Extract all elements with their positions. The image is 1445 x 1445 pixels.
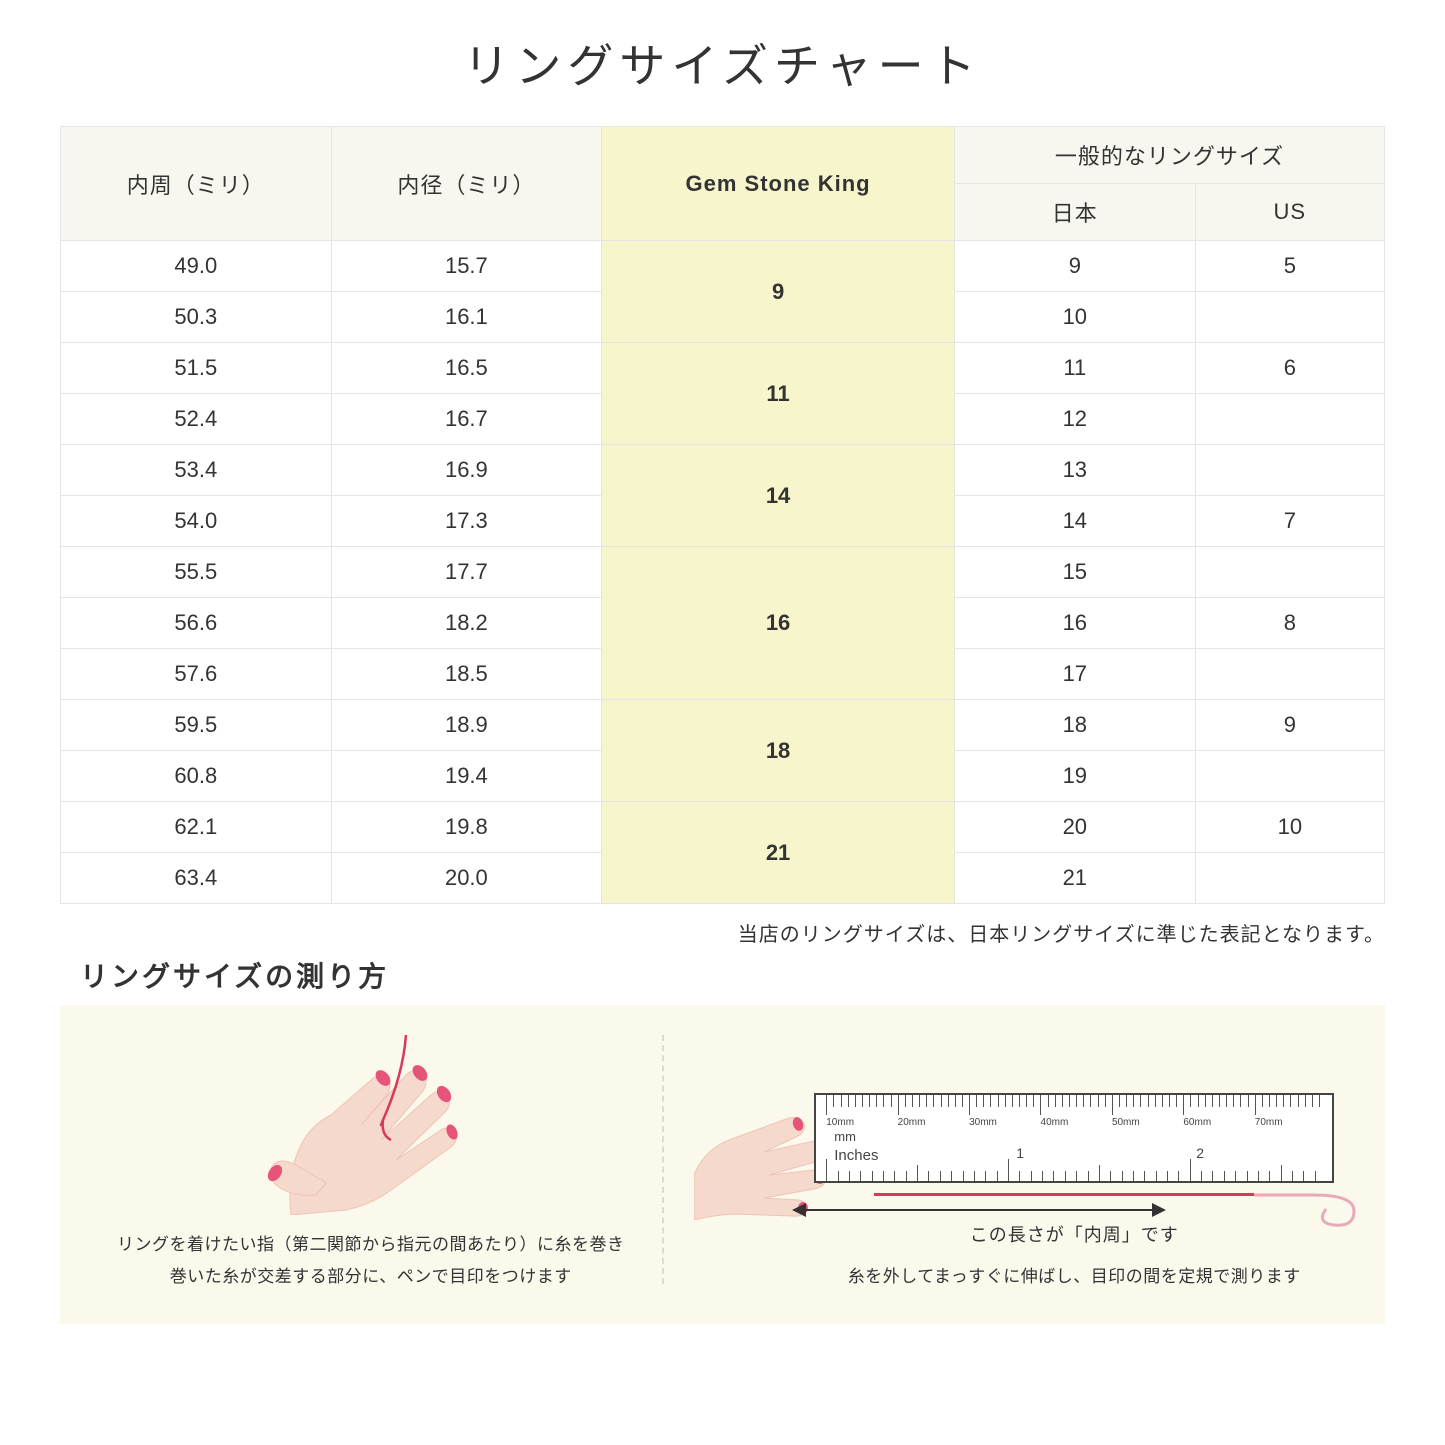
ruler-mm-tick: 20mm <box>898 1117 969 1128</box>
page-title: リングサイズチャート <box>60 30 1385 96</box>
cell-us: 6 <box>1195 343 1384 394</box>
ruler-mm-tick: 50mm <box>1112 1117 1183 1128</box>
cell-us <box>1195 445 1384 496</box>
table-row: 53.416.91413 <box>61 445 1385 496</box>
cell-us <box>1195 394 1384 445</box>
ruler-wrap: 10mm20mm30mm40mm50mm60mm70mm mm Inches 1… <box>814 1093 1334 1247</box>
cell-japan: 17 <box>954 649 1195 700</box>
table-row: 55.517.71615 <box>61 547 1385 598</box>
cell-japan: 19 <box>954 751 1195 802</box>
howto-right-text: 糸を外してまっすぐに伸ばし、目印の間を定規で測ります <box>848 1261 1301 1293</box>
cell-japan: 15 <box>954 547 1195 598</box>
table-row: 51.516.511116 <box>61 343 1385 394</box>
divider <box>662 1035 664 1284</box>
cell-japan: 21 <box>954 853 1195 904</box>
cell-us: 7 <box>1195 496 1384 547</box>
cell-diameter: 15.7 <box>331 241 602 292</box>
cell-diameter: 17.3 <box>331 496 602 547</box>
cell-us: 10 <box>1195 802 1384 853</box>
ruler-mm-tick: 10mm <box>826 1117 897 1128</box>
ruler-mm-tick: 40mm <box>1041 1117 1112 1128</box>
ring-size-table: 内周（ミリ） 内径（ミリ） Gem Stone King 一般的なリングサイズ … <box>60 126 1385 904</box>
th-diameter: 内径（ミリ） <box>331 127 602 241</box>
howto-left-text: リングを着けたい指（第二関節から指元の間あたり）に糸を巻き 巻いた糸が交差する部… <box>117 1229 625 1294</box>
cell-us <box>1195 751 1384 802</box>
cell-circumference: 60.8 <box>61 751 332 802</box>
howto-right: 10mm20mm30mm40mm50mm60mm70mm mm Inches 1… <box>674 1025 1356 1294</box>
cell-us: 9 <box>1195 700 1384 751</box>
thread-curl <box>1254 1181 1374 1231</box>
cell-circumference: 56.6 <box>61 598 332 649</box>
cell-gsk: 18 <box>602 700 955 802</box>
th-common-group: 一般的なリングサイズ <box>954 127 1384 184</box>
thread-line <box>874 1193 1254 1196</box>
table-row: 62.119.8212010 <box>61 802 1385 853</box>
cell-circumference: 54.0 <box>61 496 332 547</box>
howto-left-line1: リングを着けたい指（第二関節から指元の間あたり）に糸を巻き <box>117 1235 625 1254</box>
cell-diameter: 17.7 <box>331 547 602 598</box>
ruler-mm-tick: 60mm <box>1183 1117 1254 1128</box>
cell-japan: 20 <box>954 802 1195 853</box>
cell-circumference: 55.5 <box>61 547 332 598</box>
cell-circumference: 49.0 <box>61 241 332 292</box>
note-text: 当店のリングサイズは、日本リングサイズに準じた表記となります。 <box>60 918 1385 947</box>
cell-circumference: 53.4 <box>61 445 332 496</box>
th-circumference: 内周（ミリ） <box>61 127 332 241</box>
ruler: 10mm20mm30mm40mm50mm60mm70mm mm Inches 1… <box>814 1093 1334 1183</box>
cell-circumference: 51.5 <box>61 343 332 394</box>
cell-japan: 9 <box>954 241 1195 292</box>
th-us: US <box>1195 184 1384 241</box>
cell-japan: 10 <box>954 292 1195 343</box>
cell-circumference: 62.1 <box>61 802 332 853</box>
cell-japan: 16 <box>954 598 1195 649</box>
cell-gsk: 9 <box>602 241 955 343</box>
cell-gsk: 16 <box>602 547 955 700</box>
howto-left: リングを着けたい指（第二関節から指元の間あたり）に糸を巻き 巻いた糸が交差する部… <box>90 1025 652 1294</box>
cell-circumference: 52.4 <box>61 394 332 445</box>
cell-diameter: 20.0 <box>331 853 602 904</box>
cell-diameter: 18.5 <box>331 649 602 700</box>
ruler-mm-tick: 30mm <box>969 1117 1040 1128</box>
cell-diameter: 18.9 <box>331 700 602 751</box>
ruler-inch-1: 1 <box>1016 1145 1024 1161</box>
cell-diameter: 16.7 <box>331 394 602 445</box>
hand-illustration-left <box>231 1025 511 1215</box>
cell-japan: 11 <box>954 343 1195 394</box>
th-japan: 日本 <box>954 184 1195 241</box>
cell-us <box>1195 649 1384 700</box>
table-row: 49.015.7995 <box>61 241 1385 292</box>
cell-diameter: 16.1 <box>331 292 602 343</box>
cell-japan: 14 <box>954 496 1195 547</box>
cell-japan: 18 <box>954 700 1195 751</box>
cell-us <box>1195 547 1384 598</box>
howto-left-line2: 巻いた糸が交差する部分に、ペンで目印をつけます <box>170 1267 572 1286</box>
cell-japan: 13 <box>954 445 1195 496</box>
cell-gsk: 21 <box>602 802 955 904</box>
cell-circumference: 50.3 <box>61 292 332 343</box>
cell-japan: 12 <box>954 394 1195 445</box>
cell-gsk: 11 <box>602 343 955 445</box>
cell-diameter: 19.8 <box>331 802 602 853</box>
cell-circumference: 57.6 <box>61 649 332 700</box>
howto-panel: リングを着けたい指（第二関節から指元の間あたり）に糸を巻き 巻いた糸が交差する部… <box>60 1005 1385 1324</box>
howto-title: リングサイズの測り方 <box>80 955 1385 995</box>
measure-arrow <box>794 1209 1164 1211</box>
ruler-mm-tick: 70mm <box>1255 1117 1326 1128</box>
table-row: 59.518.918189 <box>61 700 1385 751</box>
cell-us: 8 <box>1195 598 1384 649</box>
cell-us <box>1195 292 1384 343</box>
cell-diameter: 16.5 <box>331 343 602 394</box>
cell-circumference: 63.4 <box>61 853 332 904</box>
cell-gsk: 14 <box>602 445 955 547</box>
th-gsk: Gem Stone King <box>602 127 955 241</box>
cell-diameter: 18.2 <box>331 598 602 649</box>
ruler-mm-label: mm <box>834 1129 856 1144</box>
cell-us <box>1195 853 1384 904</box>
cell-diameter: 19.4 <box>331 751 602 802</box>
ruler-inch-2: 2 <box>1196 1145 1204 1161</box>
cell-circumference: 59.5 <box>61 700 332 751</box>
cell-us: 5 <box>1195 241 1384 292</box>
cell-diameter: 16.9 <box>331 445 602 496</box>
